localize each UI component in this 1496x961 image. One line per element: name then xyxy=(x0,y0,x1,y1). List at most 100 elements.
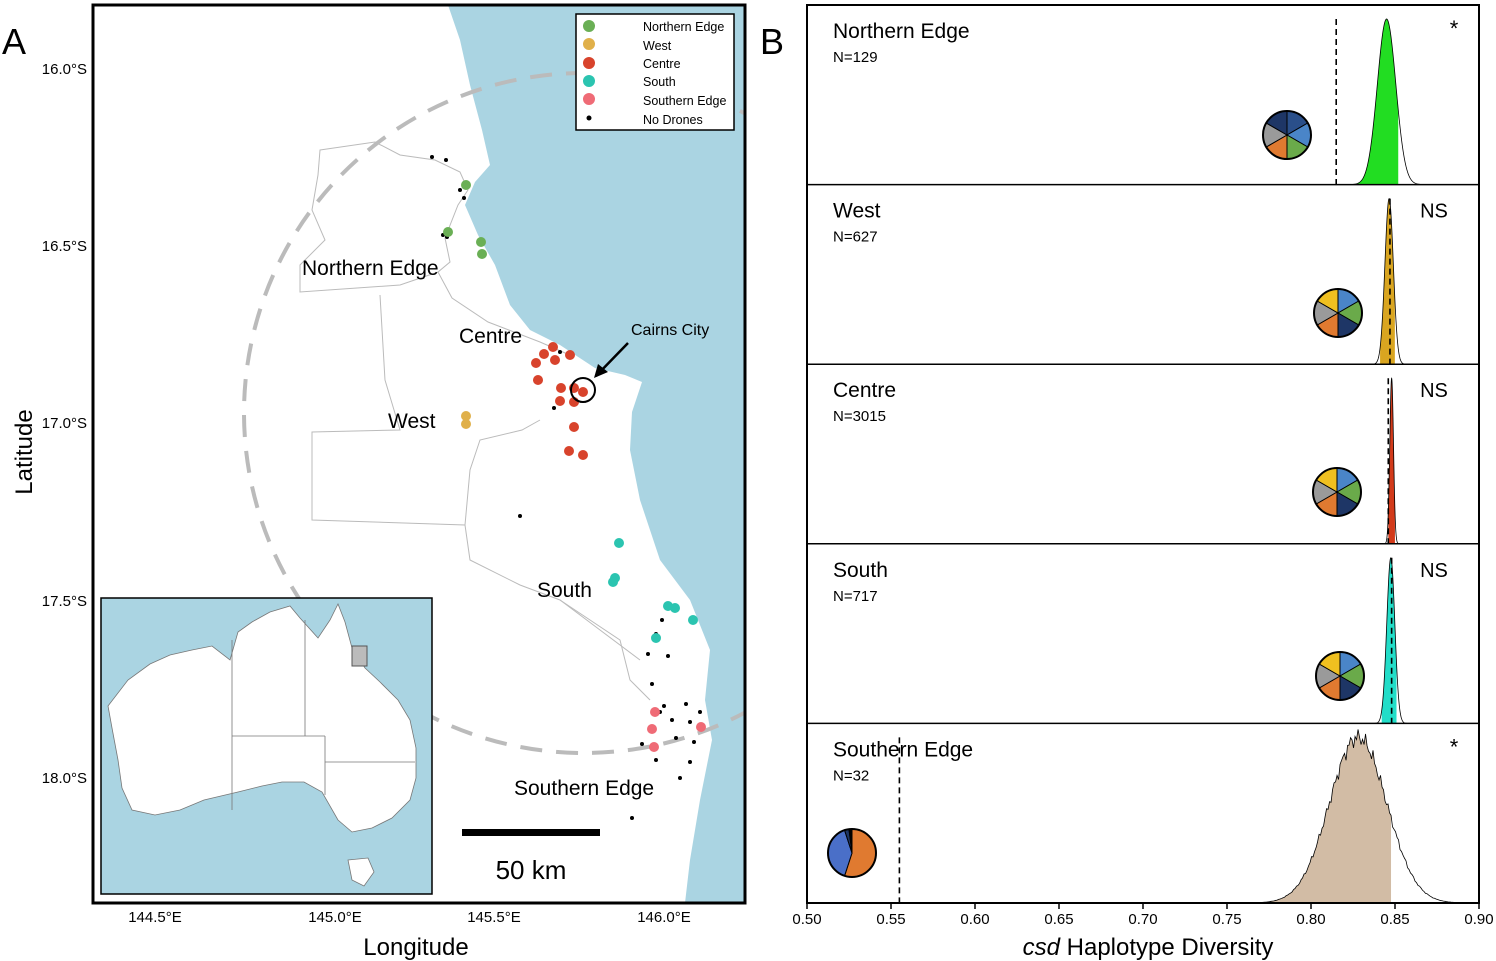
sample-points-south xyxy=(608,538,698,643)
significance-label: * xyxy=(1450,734,1459,759)
y-tick-label: 16.5°S xyxy=(42,238,87,255)
density-curve xyxy=(1371,198,1407,365)
y-tick-label: 17.5°S xyxy=(42,593,87,610)
scale-bar xyxy=(462,829,600,836)
legend-swatch xyxy=(583,57,595,69)
density-fill xyxy=(1380,198,1395,365)
chart-x-axis-label-italic: csd xyxy=(1023,934,1061,961)
density-curve xyxy=(1347,18,1426,185)
map-panel: Cairns City Northern Edge Centre West So… xyxy=(11,3,747,961)
significance-label: NS xyxy=(1420,380,1448,402)
australia-outline xyxy=(107,603,417,833)
chart-panel-northern-edge: Northern Edge N=129 * xyxy=(833,16,1459,185)
x-tick-label: 0.60 xyxy=(960,911,989,928)
x-tick-label: 0.50 xyxy=(792,911,821,928)
map-y-ticks: 16.0°S 16.5°S 17.0°S 17.5°S 18.0°S xyxy=(42,61,87,787)
scale-label: 50 km xyxy=(496,855,567,885)
x-tick-label: 0.85 xyxy=(1380,911,1409,928)
x-tick-label: 0.80 xyxy=(1296,911,1325,928)
inset-highlight xyxy=(351,645,368,667)
significance-label: NS xyxy=(1420,201,1448,223)
x-tick-label: 144.5°E xyxy=(128,909,182,926)
x-tick-label: 0.90 xyxy=(1464,911,1493,928)
significance-label: NS xyxy=(1420,560,1448,582)
region-label-west: West xyxy=(388,410,436,433)
chart-panel-southern-edge: Southern Edge N=32 * xyxy=(807,722,1479,904)
cairns-city-label: Cairns City xyxy=(631,322,709,339)
region-label-southern-edge: Southern Edge xyxy=(514,777,654,800)
diversity-chart: Northern Edge N=129 * West N=627 NS Centre N=30… xyxy=(792,4,1494,961)
pie-outline xyxy=(1262,110,1312,160)
panel-title: Centre xyxy=(833,379,896,402)
region-label-south: South xyxy=(537,579,592,602)
legend-label: Southern Edge xyxy=(643,94,726,108)
x-tick-label: 146.0°E xyxy=(637,909,691,926)
x-tick-label: 0.75 xyxy=(1212,911,1241,928)
legend-label: Centre xyxy=(643,57,681,71)
map-legend: Northern Edge West Centre South Southern… xyxy=(575,13,735,131)
sample-size-label: N=717 xyxy=(833,588,878,605)
density-curve xyxy=(1373,557,1408,724)
panel-a-label: A xyxy=(2,21,26,62)
pie-outline xyxy=(1315,651,1365,701)
chart-x-axis-label: csd Haplotype Diversity xyxy=(1023,934,1274,961)
panel-title: Northern Edge xyxy=(833,20,970,43)
x-tick-label: 145.5°E xyxy=(467,909,521,926)
y-tick-label: 16.0°S xyxy=(42,61,87,78)
map-x-axis-label: Longitude xyxy=(363,934,468,961)
region-label-centre: Centre xyxy=(459,325,522,348)
x-tick-label: 0.65 xyxy=(1044,911,1073,928)
legend-swatch xyxy=(583,93,595,105)
legend-swatch xyxy=(583,75,595,87)
sample-points-west xyxy=(461,411,471,429)
chart-panel-west: West N=627 NS xyxy=(807,183,1479,365)
x-tick-label: 0.55 xyxy=(876,911,905,928)
map-sea xyxy=(448,5,745,903)
sample-size-label: N=129 xyxy=(833,49,878,66)
chart-x-axis: 0.50 0.55 0.60 0.65 0.70 0.75 0.80 0.85 0.90 xyxy=(792,903,1494,928)
cairns-city-arrowhead xyxy=(594,364,608,378)
y-tick-label: 17.0°S xyxy=(42,415,87,432)
panel-b-label: B xyxy=(760,21,784,62)
cairns-city-marker xyxy=(570,377,596,403)
region-label-northern-edge: Northern Edge xyxy=(302,257,439,280)
map-frame xyxy=(91,3,747,905)
legend-label: No Drones xyxy=(643,113,703,127)
inset-australia-map xyxy=(100,597,433,895)
legend-swatch xyxy=(583,20,595,32)
sample-size-label: N=627 xyxy=(833,229,878,246)
chart-x-axis-label-rest: Haplotype Diversity xyxy=(1060,934,1273,961)
legend-swatch xyxy=(583,38,595,50)
y-tick-label: 18.0°S xyxy=(42,770,87,787)
density-curve xyxy=(1383,377,1400,545)
density-fill xyxy=(1388,378,1395,544)
density-fill xyxy=(1355,19,1399,185)
chart-panel-centre: Centre N=3015 NS xyxy=(807,363,1479,545)
density-curve xyxy=(1238,729,1478,904)
legend-label: South xyxy=(643,75,676,89)
sample-points-no-drones xyxy=(430,155,702,820)
map-y-axis-label: Latitude xyxy=(11,409,38,494)
x-tick-label: 0.70 xyxy=(1128,911,1157,928)
density-fill xyxy=(1269,729,1392,903)
pie-outline xyxy=(1312,467,1362,517)
legend-swatch xyxy=(586,115,592,121)
panel-title: West xyxy=(833,200,881,223)
sample-size-label: N=3015 xyxy=(833,408,886,425)
density-fill xyxy=(1381,557,1397,724)
chart-panel-south: South N=717 NS xyxy=(807,543,1479,724)
legend-label: Northern Edge xyxy=(643,20,724,34)
pie-outline xyxy=(827,828,877,878)
sample-points-southern-edge xyxy=(647,707,706,752)
chart-panels: Northern Edge N=129 * West N=627 NS Centre N=30… xyxy=(807,16,1479,904)
panel-title: South xyxy=(833,559,888,582)
pie-outline xyxy=(1313,288,1363,338)
panel-title: Southern Edge xyxy=(833,738,973,761)
significance-label: * xyxy=(1450,16,1459,41)
x-tick-label: 145.0°E xyxy=(308,909,362,926)
sample-points-northern-edge xyxy=(443,180,487,259)
sample-size-label: N=32 xyxy=(833,767,869,784)
map-x-ticks: 144.5°E 145.0°E 145.5°E 146.0°E xyxy=(128,909,691,926)
legend-label: West xyxy=(643,39,672,53)
